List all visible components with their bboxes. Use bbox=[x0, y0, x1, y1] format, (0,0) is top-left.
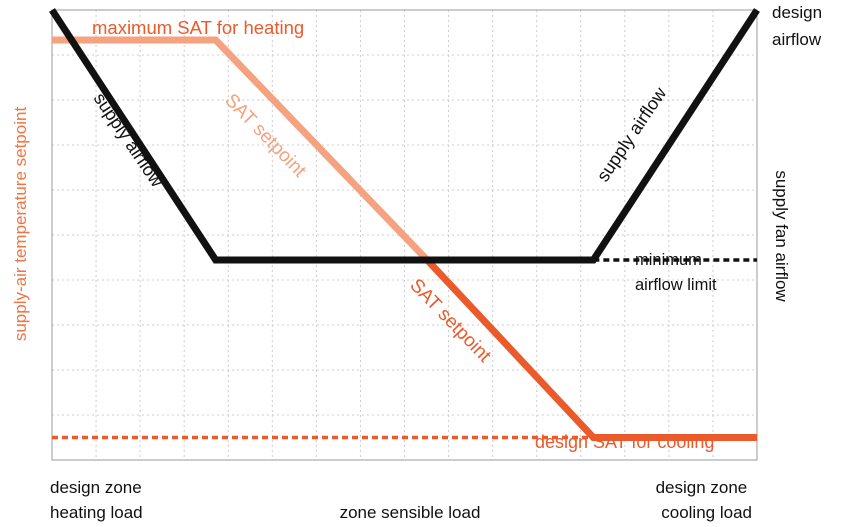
series-line-sat-setpoint-cooling-part bbox=[424, 257, 757, 441]
x-right-line-1: design zone bbox=[656, 478, 748, 497]
x-left-line-1: design zone bbox=[50, 478, 142, 497]
annotation-sat-setpoint-upper: SAT setpoint bbox=[220, 90, 310, 182]
annotation-design-sat-for-cooling: design SAT for cooling bbox=[535, 432, 714, 452]
x-left-line-2: heating load bbox=[50, 503, 143, 522]
design-airflow-line-1: design bbox=[772, 3, 822, 22]
chart-grid bbox=[52, 10, 757, 460]
x-axis-left-end-label: design zone heating load bbox=[50, 478, 146, 522]
x-axis-label: zone sensible load bbox=[340, 503, 481, 522]
series-line-supply-airflow bbox=[49, 8, 760, 264]
plot-frame bbox=[51, 9, 758, 461]
x-right-line-2: cooling load bbox=[661, 503, 752, 522]
annotation-supply-airflow-right: supply airflow bbox=[593, 83, 671, 185]
series-line-sat-setpoint-heating-part bbox=[52, 36, 430, 263]
design-airflow-line-2: airflow bbox=[772, 30, 822, 49]
annotation-supply-airflow-left: supply airflow bbox=[90, 89, 168, 191]
x-axis-right-end-label: design zone cooling load bbox=[656, 478, 752, 522]
minimum-airflow-line-1: minimum bbox=[635, 251, 702, 269]
y-axis-label-left: supply-air temperature setpoint bbox=[11, 107, 30, 342]
design-airflow-label: design airflow bbox=[772, 3, 827, 49]
y-axis-label-right: supply fan airflow bbox=[772, 170, 791, 302]
annotation-maximum-sat-for-heating: maximum SAT for heating bbox=[92, 17, 304, 38]
minimum-airflow-line-2: airflow limit bbox=[635, 276, 717, 294]
chart-series bbox=[49, 8, 760, 441]
annotation-minimum-airflow-limit: minimum airflow limit bbox=[635, 251, 717, 294]
